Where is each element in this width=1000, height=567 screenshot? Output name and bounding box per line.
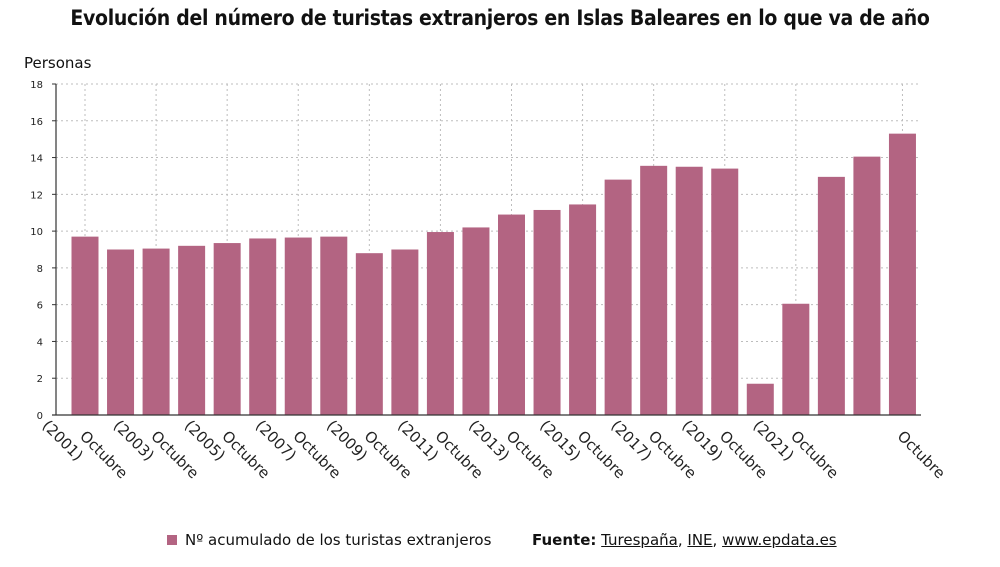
x-tick-label-line1: Octubre <box>787 427 842 482</box>
bar <box>320 236 348 415</box>
y-tick-label: 10 <box>30 227 43 238</box>
x-tick-label: Octubre(2021) <box>750 416 843 482</box>
bar <box>178 245 206 415</box>
x-tick-label: Octubre(2009) <box>323 416 416 482</box>
bar <box>498 214 525 415</box>
x-tick-label: Octubre(2019) <box>678 416 771 482</box>
bar <box>71 236 99 415</box>
bar <box>391 249 419 415</box>
source-link-ine[interactable]: INE <box>687 531 713 549</box>
bar <box>284 237 312 415</box>
bar <box>604 179 632 415</box>
x-tick-label: Octubre(2007) <box>252 416 345 482</box>
y-tick-label: 4 <box>37 337 43 348</box>
source-separator: , <box>677 531 688 549</box>
bar <box>249 238 277 415</box>
y-tick-label: 6 <box>37 301 43 312</box>
y-tick-label: 0 <box>37 411 43 422</box>
bar <box>533 209 561 415</box>
x-tick-label: Octubre(2003) <box>110 416 203 482</box>
legend-label: Nº acumulado de los turistas extranjeros <box>185 531 492 549</box>
bar <box>213 243 241 415</box>
chart-title: Evolución del número de turistas extranj… <box>70 6 930 30</box>
legend-swatch <box>167 535 177 545</box>
x-tick-label-line1: Octubre <box>894 427 949 482</box>
x-tick-label: Octubre(2017) <box>607 416 700 482</box>
y-tick-label: 2 <box>37 374 43 385</box>
bar <box>888 133 916 415</box>
bar <box>355 253 383 415</box>
source-credit: Fuente: Turespaña, INE, www.epdata.es <box>532 531 837 549</box>
y-tick-label: 12 <box>30 190 43 201</box>
bar <box>426 232 454 415</box>
source-link-turespana[interactable]: Turespaña <box>601 531 678 549</box>
bar <box>675 166 703 415</box>
source-separator: , <box>712 531 723 549</box>
bar <box>782 303 810 415</box>
source-prefix: Fuente: <box>532 531 597 549</box>
legend: Nº acumulado de los turistas extranjeros <box>167 531 491 549</box>
x-tick-label: Octubre(2015) <box>536 416 629 482</box>
axes <box>52 83 921 416</box>
y-tick-label: 14 <box>30 154 43 165</box>
x-tick-label: Octubre(2001) <box>39 416 132 482</box>
bar <box>462 227 490 415</box>
bar <box>107 249 135 415</box>
y-tick-label: 16 <box>30 117 43 128</box>
x-tick-labels: Octubre(2001) Octubre(2003) Octubre(2005) O… <box>39 416 949 482</box>
bar <box>711 168 739 415</box>
source-link-epdata[interactable]: www.epdata.es <box>722 531 837 549</box>
x-tick-label: Octubre(2011) <box>394 416 487 482</box>
bar <box>569 204 597 415</box>
bars <box>71 133 916 415</box>
x-tick-label: Octubre <box>894 427 949 482</box>
bar <box>817 176 845 415</box>
x-tick-label: Octubre(2005) <box>181 416 274 482</box>
x-tick-label: Octubre(2013) <box>465 416 558 482</box>
y-tick-label: 18 <box>30 80 43 91</box>
y-tick-label: 8 <box>37 264 43 275</box>
bar <box>640 165 668 415</box>
bar <box>853 156 881 415</box>
bar <box>746 383 774 415</box>
y-tick-labels: 0 2 4 6 8 10 12 14 16 18 <box>30 80 43 422</box>
bar <box>142 248 170 415</box>
y-axis-label: Personas <box>24 54 92 72</box>
